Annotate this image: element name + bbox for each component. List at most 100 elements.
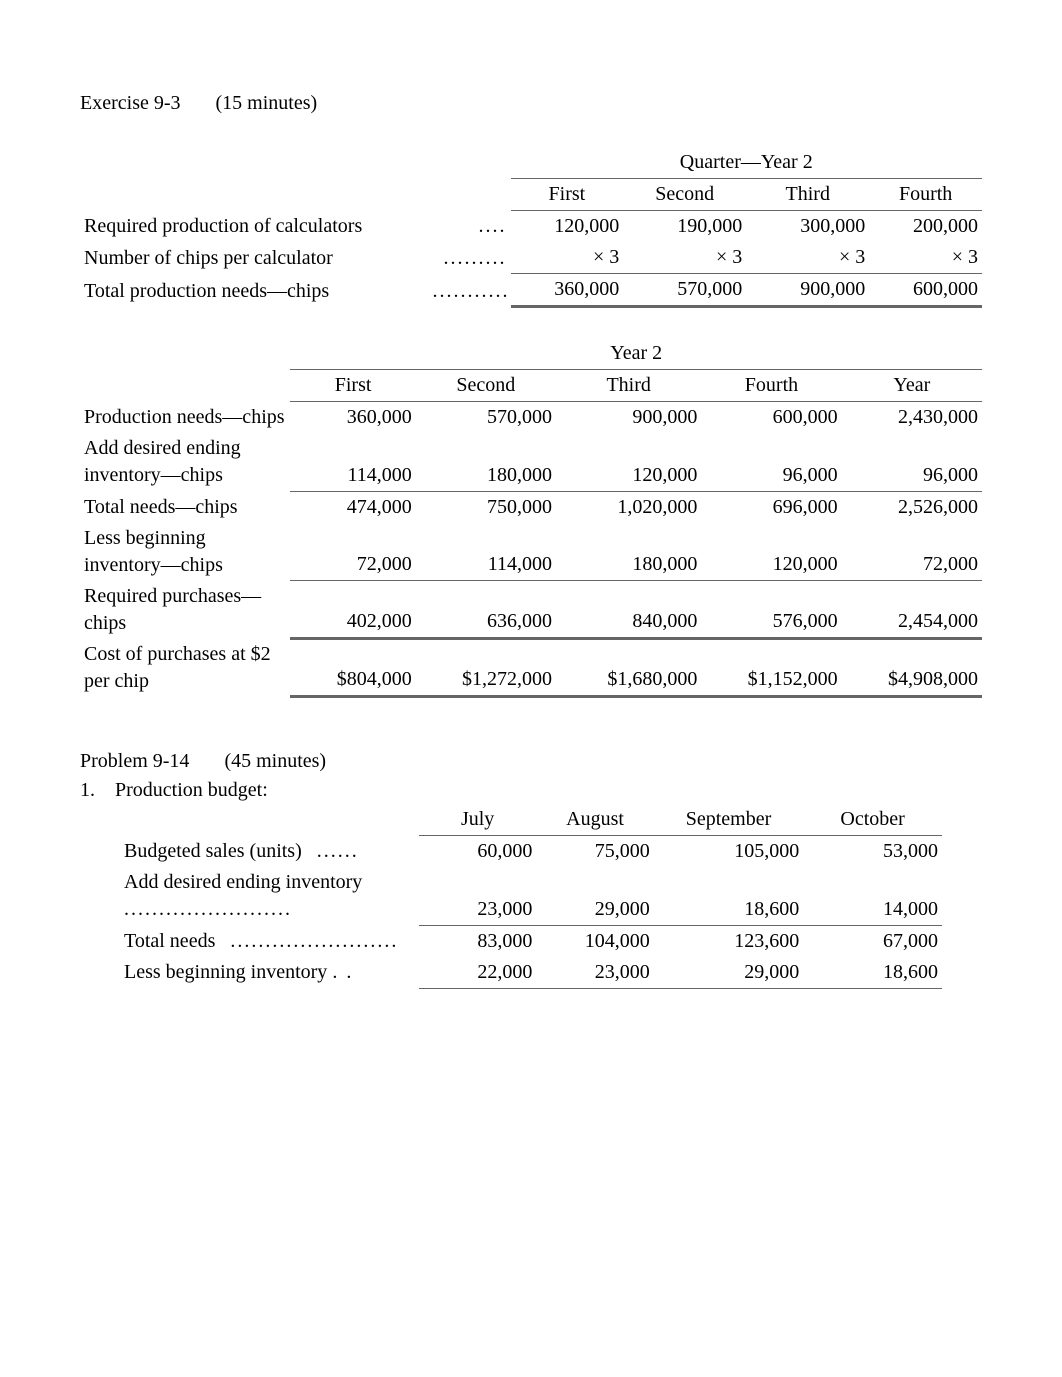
cell: 83,000 <box>419 925 536 957</box>
cell: 120,000 <box>556 433 701 491</box>
dots: ...... <box>317 840 359 862</box>
cell: 123,600 <box>654 925 803 957</box>
cell: 18,600 <box>654 867 803 925</box>
cell: 200,000 <box>869 211 982 243</box>
cell: 570,000 <box>416 402 556 434</box>
cell: $1,680,000 <box>556 639 701 697</box>
table-year2-detail: Year 2 First Second Third Fourth Year Pr… <box>80 338 982 698</box>
cell: 53,000 <box>803 836 942 868</box>
table1-header-span: Quarter—Year 2 <box>511 147 983 179</box>
cell: 190,000 <box>623 211 746 243</box>
col-header: First <box>511 179 624 211</box>
cell: 104,000 <box>536 925 653 957</box>
cell: 67,000 <box>803 925 942 957</box>
cell: 120,000 <box>701 523 841 581</box>
col-header: Fourth <box>869 179 982 211</box>
row-label: Cost of purchases at $2 per chip <box>80 639 290 697</box>
cell: 14,000 <box>803 867 942 925</box>
problem-duration: (45 minutes) <box>224 750 326 772</box>
cell: 900,000 <box>556 402 701 434</box>
col-header: Second <box>416 370 556 402</box>
cell: 75,000 <box>536 836 653 868</box>
cell: 114,000 <box>416 523 556 581</box>
cell: $1,152,000 <box>701 639 841 697</box>
cell: $804,000 <box>290 639 415 697</box>
cell: 180,000 <box>416 433 556 491</box>
row-label: Add desired ending inventory ...........… <box>120 867 419 925</box>
row-label: Total needs ........................ <box>120 925 419 957</box>
cell: 180,000 <box>556 523 701 581</box>
cell: 72,000 <box>290 523 415 581</box>
problem-title: Problem 9-14 (45 minutes) <box>80 748 982 775</box>
empty-cell <box>429 147 511 179</box>
cell: 570,000 <box>623 274 746 307</box>
problem-number: Problem 9-14 <box>80 750 189 772</box>
col-header: September <box>654 804 803 836</box>
dots: ........................ <box>230 930 398 952</box>
cell: 600,000 <box>869 274 982 307</box>
exercise-number: Exercise 9-3 <box>80 92 181 114</box>
col-header: First <box>290 370 415 402</box>
cell: 360,000 <box>511 274 624 307</box>
row-label: Less beginning inventory—chips <box>80 523 290 581</box>
empty-cell <box>80 179 429 211</box>
cell: 22,000 <box>419 957 536 989</box>
cell: 29,000 <box>536 867 653 925</box>
cell: 636,000 <box>416 581 556 639</box>
problem-subtitle: 1. Production budget: <box>80 777 982 804</box>
cell: 474,000 <box>290 491 415 523</box>
cell: $4,908,000 <box>842 639 982 697</box>
table-production-budget: July August September October Budgeted s… <box>120 804 942 989</box>
exercise-duration: (15 minutes) <box>216 92 318 114</box>
col-header: July <box>419 804 536 836</box>
row-label: Required purchases—chips <box>80 581 290 639</box>
cell: 29,000 <box>654 957 803 989</box>
cell: 360,000 <box>290 402 415 434</box>
col-header: Third <box>556 370 701 402</box>
cell: × 3 <box>623 242 746 274</box>
row-label-text: Total needs <box>124 930 215 952</box>
cell: 2,526,000 <box>842 491 982 523</box>
cell: 23,000 <box>419 867 536 925</box>
dots: .... <box>429 211 511 243</box>
cell: 60,000 <box>419 836 536 868</box>
table2-header-span: Year 2 <box>290 338 982 370</box>
row-label: Budgeted sales (units) ...... <box>120 836 419 868</box>
row-label-text: Less beginning inventory <box>124 961 327 983</box>
cell: 576,000 <box>701 581 841 639</box>
row-label-text: Budgeted sales (units) <box>124 840 302 862</box>
empty-cell <box>80 370 290 402</box>
cell: 96,000 <box>701 433 841 491</box>
dots: . . <box>332 961 353 983</box>
row-label: Total production needs—chips <box>80 274 429 307</box>
cell: × 3 <box>869 242 982 274</box>
cell: 114,000 <box>290 433 415 491</box>
col-header: Second <box>623 179 746 211</box>
cell: $1,272,000 <box>416 639 556 697</box>
cell: 120,000 <box>511 211 624 243</box>
cell: 96,000 <box>842 433 982 491</box>
cell: 72,000 <box>842 523 982 581</box>
row-label: Number of chips per calculator <box>80 242 429 274</box>
cell: 23,000 <box>536 957 653 989</box>
col-header: Fourth <box>701 370 841 402</box>
row-label: Production needs—chips <box>80 402 290 434</box>
empty-cell <box>120 804 419 836</box>
cell: 18,600 <box>803 957 942 989</box>
cell: 840,000 <box>556 581 701 639</box>
empty-cell <box>80 147 429 179</box>
col-header: October <box>803 804 942 836</box>
row-label: Required production of calculators <box>80 211 429 243</box>
cell: 2,430,000 <box>842 402 982 434</box>
cell: 105,000 <box>654 836 803 868</box>
col-header: Year <box>842 370 982 402</box>
cell: 402,000 <box>290 581 415 639</box>
cell: 900,000 <box>746 274 869 307</box>
cell: 750,000 <box>416 491 556 523</box>
row-label-text: Add desired ending inventory <box>124 871 362 893</box>
cell: 696,000 <box>701 491 841 523</box>
dots: ......... <box>429 242 511 274</box>
cell: 1,020,000 <box>556 491 701 523</box>
cell: × 3 <box>746 242 869 274</box>
empty-cell <box>429 179 511 211</box>
